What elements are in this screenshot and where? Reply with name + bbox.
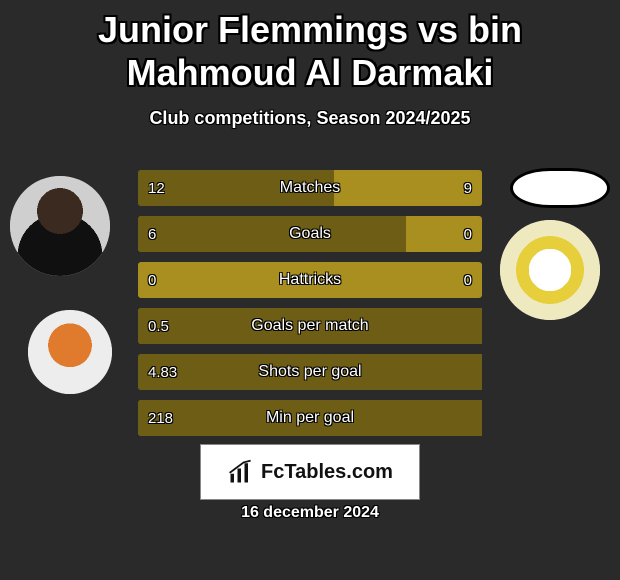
stat-bar-bg — [138, 262, 482, 298]
page-title: Junior Flemmings vs bin Mahmoud Al Darma… — [0, 0, 620, 94]
stat-value-right — [462, 354, 482, 390]
stat-value-left: 4.83 — [138, 354, 187, 390]
stat-value-right — [462, 308, 482, 344]
stat-value-left: 12 — [138, 170, 175, 206]
player1-photo — [10, 176, 110, 276]
stat-row: 00Hattricks — [138, 262, 482, 298]
date-text: 16 december 2024 — [0, 504, 620, 522]
stat-value-right: 0 — [454, 262, 482, 298]
stat-value-right: 0 — [454, 216, 482, 252]
subtitle: Club competitions, Season 2024/2025 — [0, 108, 620, 129]
watermark-icon — [227, 458, 255, 486]
stat-value-left: 218 — [138, 400, 183, 436]
stat-value-left: 0.5 — [138, 308, 179, 344]
stats-bars: 129Matches60Goals00Hattricks0.5Goals per… — [138, 170, 482, 446]
stat-bar-fill — [138, 354, 482, 390]
player2-photo — [510, 168, 610, 208]
stat-value-left: 6 — [138, 216, 166, 252]
player1-club-logo — [28, 310, 112, 394]
stat-value-right: 9 — [454, 170, 482, 206]
stat-row: 0.5Goals per match — [138, 308, 482, 344]
stat-value-left: 0 — [138, 262, 166, 298]
stat-row: 4.83Shots per goal — [138, 354, 482, 390]
stat-row: 129Matches — [138, 170, 482, 206]
stat-row: 60Goals — [138, 216, 482, 252]
watermark-text: FcTables.com — [261, 461, 393, 484]
stat-bar-fill — [138, 216, 406, 252]
stat-bar-fill — [138, 400, 482, 436]
stat-value-right — [462, 400, 482, 436]
player2-club-logo — [500, 220, 600, 320]
stat-bar-fill — [138, 308, 482, 344]
watermark-panel: FcTables.com — [200, 444, 420, 500]
stat-row: 218Min per goal — [138, 400, 482, 436]
